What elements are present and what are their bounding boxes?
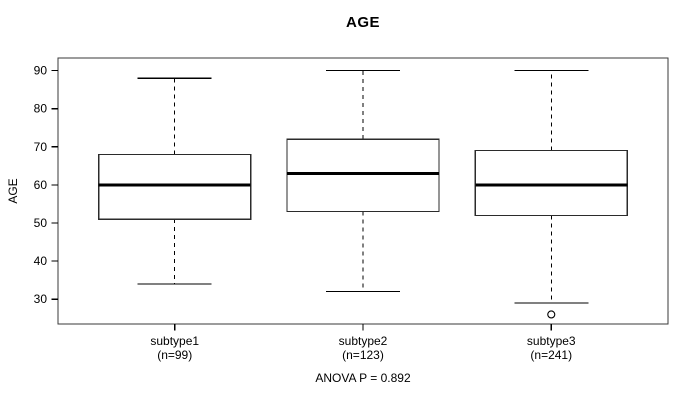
y-tick-label: 50 [34,216,48,230]
y-tick-label: 40 [34,254,48,268]
box-rect-subtype2 [286,138,440,213]
x-category-sublabel-subtype3: (n=241) [530,348,572,362]
outlier-point-subtype3 [547,310,556,319]
x-category-label-subtype2: subtype2 [339,334,388,348]
y-tick-label: 90 [34,64,48,78]
box-rect-subtype3 [474,150,628,216]
chart-title: AGE [345,14,380,31]
y-tick-label: 70 [34,140,48,154]
box-rect-subtype1 [98,153,252,220]
x-category-label-subtype3: subtype3 [527,334,576,348]
y-tick-label: 30 [34,292,48,306]
y-tick-label: 60 [34,178,48,192]
anova-annotation: ANOVA P = 0.892 [315,371,411,385]
x-category-label-subtype1: subtype1 [150,334,199,348]
y-tick-label: 80 [34,102,48,116]
x-category-sublabel-subtype2: (n=123) [342,348,384,362]
x-category-sublabel-subtype1: (n=99) [157,348,192,362]
